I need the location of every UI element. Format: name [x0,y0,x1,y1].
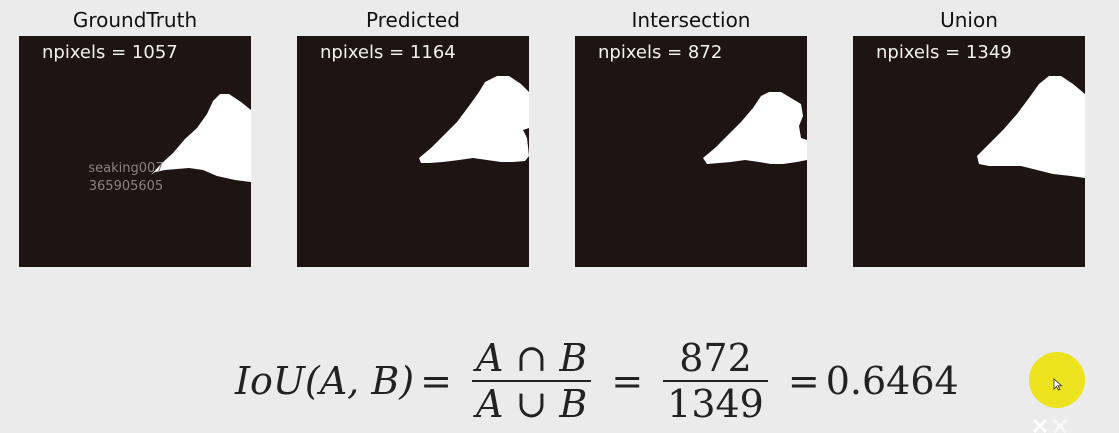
set-union-denominator: A ∪ B [471,380,592,425]
groundtruth-mask-panel: npixels = 1057 seaking007 365905605 [19,36,251,267]
set-intersection-numerator: A ∩ B [475,336,588,380]
npixels-label-predicted: npixels = 1164 [320,42,456,63]
formula-lhs: IoU(A, B) [235,359,415,403]
watermark-line-2: 365905605 [88,179,164,194]
predicted-mask-shape [419,76,529,163]
union-mask-panel: npixels = 1349 [853,36,1085,267]
panel-title-groundtruth: GroundTruth [72,8,198,32]
close-icon[interactable] [1030,418,1070,433]
set-fraction: A ∩ B A ∪ B [471,336,592,425]
union-mask-shape [977,76,1085,178]
count-fraction: 872 1349 [663,337,768,425]
iou-result: 0.6464 [825,359,959,403]
npixels-label-groundtruth: npixels = 1057 [42,42,178,63]
formula-equals-3: = [787,359,820,403]
formula-equals-2: = [611,359,644,403]
watermark: seaking007 365905605 [71,160,181,196]
watermark-line-1: seaking007 [88,161,164,176]
intersection-mask-shape [703,92,807,164]
panel-title-intersection: Intersection [631,8,751,32]
cursor-highlight [1029,352,1085,408]
count-denominator: 1349 [663,380,768,425]
iou-formula: IoU(A, B) = A ∩ B A ∪ B = 872 1349 = 0.6… [235,331,959,431]
count-numerator: 872 [679,336,752,380]
panel-title-predicted: Predicted [366,8,460,32]
formula-equals-1: = [420,359,452,403]
npixels-label-union: npixels = 1349 [876,42,1012,63]
groundtruth-mask-shape [151,94,251,182]
mouse-pointer-icon [1053,378,1063,391]
predicted-mask-panel: npixels = 1164 [297,36,529,267]
npixels-label-intersection: npixels = 872 [598,42,723,63]
panel-title-union: Union [940,8,998,32]
intersection-mask-panel: npixels = 872 [575,36,807,267]
